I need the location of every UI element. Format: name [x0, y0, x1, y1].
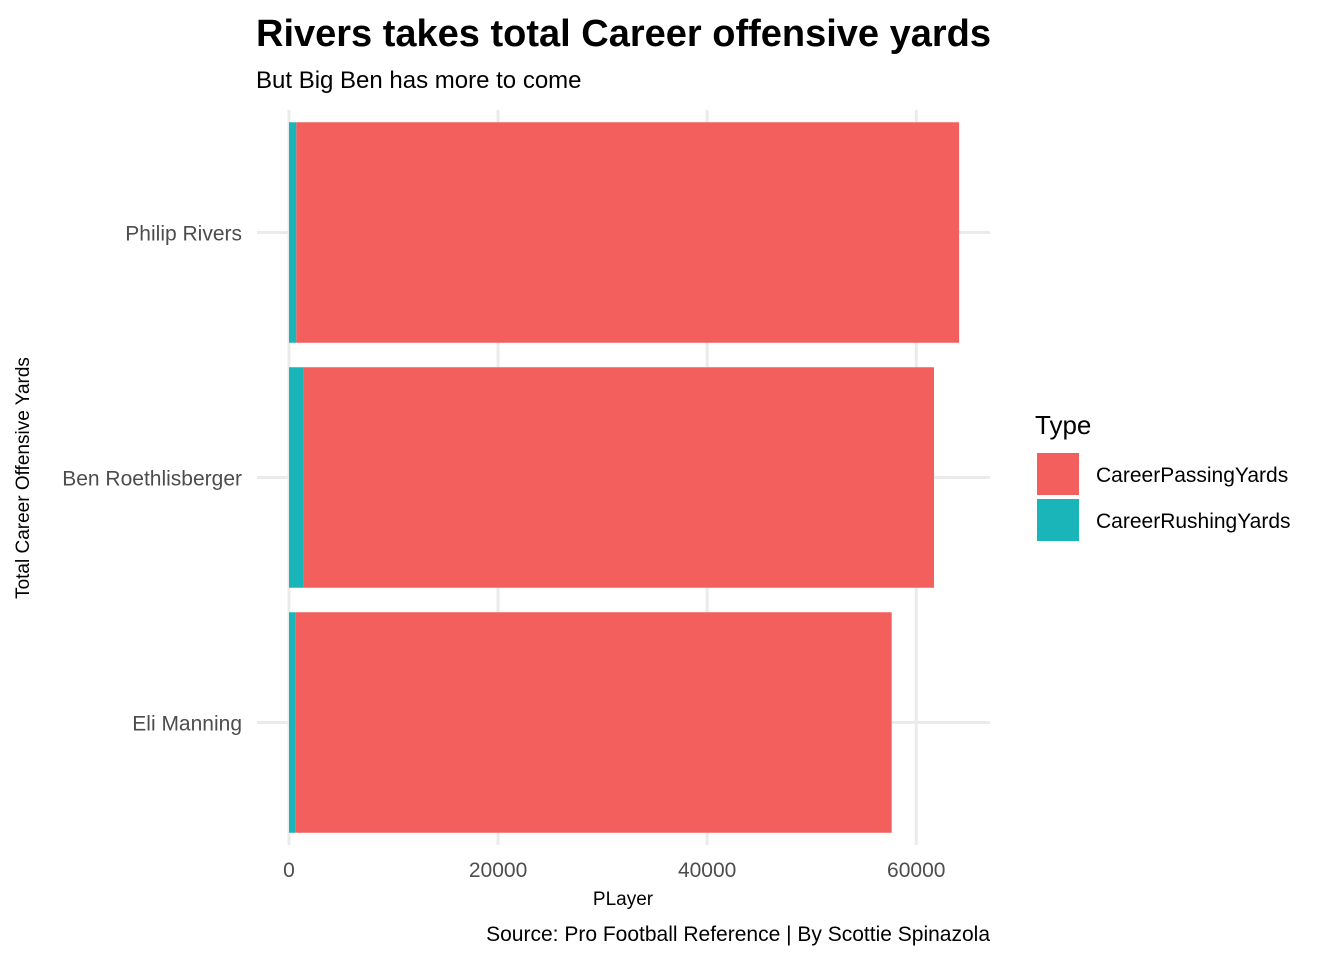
- bar-careerpassingyards-eli-manning: [295, 612, 892, 833]
- legend-entries: CareerPassingYards CareerRushingYards: [1037, 453, 1291, 541]
- y-tick-label: Ben Roethlisberger: [62, 468, 242, 491]
- plot-area: [257, 110, 990, 845]
- legend-swatch: [1037, 499, 1079, 541]
- legend-label: CareerRushingYards: [1096, 510, 1291, 533]
- bar-careerrushingyards-eli-manning: [289, 612, 296, 833]
- y-tick-label: Philip Rivers: [125, 223, 242, 246]
- legend-swatch: [1037, 453, 1079, 495]
- bar-careerpassingyards-philip-rivers: [296, 122, 960, 343]
- bars: [289, 122, 960, 833]
- x-tick-label: 20000: [469, 859, 527, 882]
- bar-careerpassingyards-ben-roethlisberger: [303, 367, 935, 588]
- x-axis-title: PLayer: [593, 889, 654, 910]
- x-tick-label: 0: [283, 859, 295, 882]
- y-axis-title: Total Career Offensive Yards: [13, 357, 34, 599]
- y-axis-tick-labels: Philip Rivers Ben Roethlisberger Eli Manni…: [62, 223, 242, 736]
- legend: Type CareerPassingYards CareerRushingYard…: [1035, 410, 1291, 541]
- chart-subtitle: But Big Ben has more to come: [256, 67, 582, 94]
- chart-caption: Source: Pro Football Reference | By Scot…: [486, 923, 990, 946]
- legend-label: CareerPassingYards: [1096, 464, 1288, 487]
- bar-careerrushingyards-philip-rivers: [289, 122, 297, 343]
- bar-careerrushingyards-ben-roethlisberger: [289, 367, 304, 588]
- x-tick-label: 40000: [678, 859, 736, 882]
- y-tick-label: Eli Manning: [132, 713, 242, 736]
- legend-title: Type: [1035, 410, 1091, 440]
- chart-title: Rivers takes total Career offensive yard…: [256, 13, 991, 55]
- x-tick-label: 60000: [887, 859, 945, 882]
- x-axis-tick-labels: 0 20000 40000 60000: [283, 859, 945, 882]
